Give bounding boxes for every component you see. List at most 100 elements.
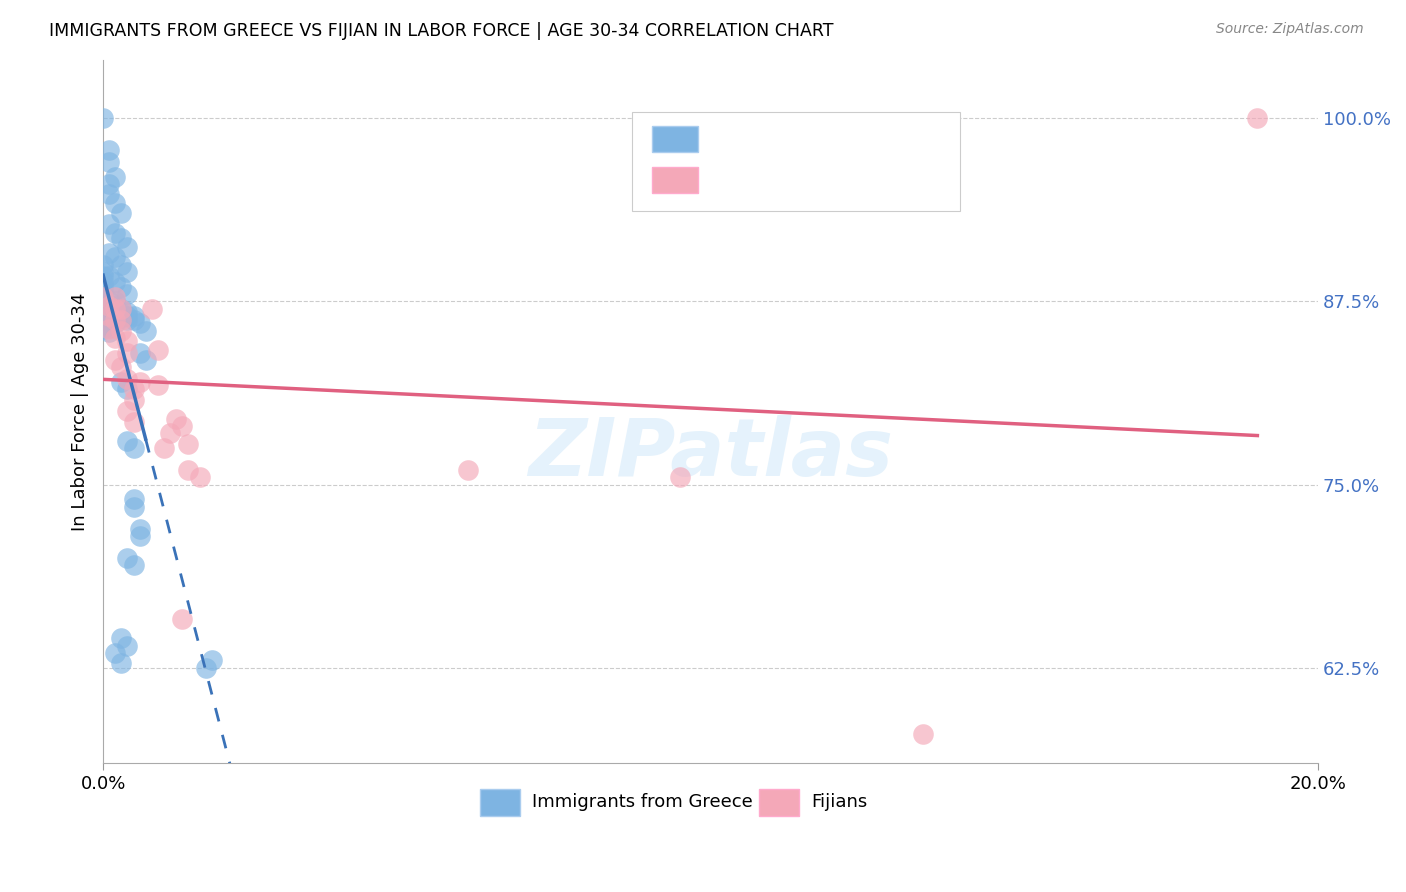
Point: [122, 313, 145, 327]
Point: [91, 284, 114, 298]
Point: [104, 276, 127, 290]
Point: [117, 240, 139, 254]
Text: ZIPatlas: ZIPatlas: [529, 415, 893, 492]
Point: [117, 550, 139, 565]
Point: [91, 297, 114, 311]
Point: [98, 303, 121, 318]
Point: [98, 294, 121, 309]
Point: [98, 144, 121, 158]
Point: [91, 269, 114, 284]
Point: [98, 309, 121, 323]
Point: [104, 312, 127, 326]
Point: [104, 294, 127, 309]
FancyBboxPatch shape: [479, 789, 520, 816]
Point: [110, 306, 132, 320]
Point: [117, 382, 139, 396]
Point: [128, 375, 150, 389]
Point: [98, 269, 121, 284]
Point: [1246, 112, 1268, 126]
Point: [128, 345, 150, 359]
Point: [98, 299, 121, 313]
Point: [122, 392, 145, 407]
Point: [98, 325, 121, 339]
Point: [98, 312, 121, 326]
FancyBboxPatch shape: [759, 789, 800, 816]
Text: N = 22: N = 22: [853, 171, 921, 189]
Point: [104, 301, 127, 316]
Point: [122, 500, 145, 514]
Text: R = 0.435: R = 0.435: [717, 171, 815, 189]
Point: [117, 639, 139, 653]
FancyBboxPatch shape: [652, 167, 699, 194]
Point: [201, 653, 224, 667]
Point: [98, 317, 121, 331]
Point: [128, 522, 150, 536]
Point: [110, 301, 132, 316]
Point: [91, 310, 114, 325]
Point: [91, 306, 114, 320]
Point: [457, 463, 479, 477]
Point: [91, 301, 114, 316]
Y-axis label: In Labor Force | Age 30-34: In Labor Force | Age 30-34: [72, 293, 89, 531]
Point: [110, 231, 132, 245]
Point: [98, 187, 121, 202]
Point: [91, 317, 114, 331]
FancyBboxPatch shape: [652, 126, 699, 153]
Point: [122, 382, 145, 396]
Point: [122, 492, 145, 507]
Point: [91, 112, 114, 126]
Point: [177, 436, 200, 450]
Point: [104, 313, 127, 327]
Point: [104, 646, 127, 660]
Point: [135, 353, 157, 368]
Point: [110, 375, 132, 389]
Text: R = 0.270: R = 0.270: [717, 130, 815, 148]
Point: [110, 324, 132, 338]
Point: [91, 290, 114, 304]
FancyBboxPatch shape: [631, 112, 960, 211]
Point: [117, 334, 139, 348]
Point: [91, 265, 114, 279]
Text: Fijians: Fijians: [811, 794, 868, 812]
Point: [110, 206, 132, 220]
Point: [98, 320, 121, 334]
Point: [98, 217, 121, 231]
Point: [122, 309, 145, 323]
Point: [110, 301, 132, 316]
Point: [135, 324, 157, 338]
Point: [104, 196, 127, 211]
Point: [104, 226, 127, 240]
Point: [117, 287, 139, 301]
Point: [146, 378, 169, 392]
Point: [91, 319, 114, 334]
Text: Immigrants from Greece: Immigrants from Greece: [531, 794, 752, 812]
Point: [669, 470, 692, 484]
Point: [91, 313, 114, 327]
Point: [117, 265, 139, 279]
Point: [188, 470, 211, 484]
Point: [104, 303, 127, 318]
Point: [104, 290, 127, 304]
Point: [117, 404, 139, 418]
Point: [104, 308, 127, 322]
Text: IMMIGRANTS FROM GREECE VS FIJIAN IN LABOR FORCE | AGE 30-34 CORRELATION CHART: IMMIGRANTS FROM GREECE VS FIJIAN IN LABO…: [49, 22, 834, 40]
Point: [104, 317, 127, 331]
Point: [110, 310, 132, 325]
Point: [104, 331, 127, 345]
Point: [104, 299, 127, 313]
Text: Source: ZipAtlas.com: Source: ZipAtlas.com: [1216, 22, 1364, 37]
Point: [117, 372, 139, 386]
Point: [912, 727, 935, 741]
Point: [110, 258, 132, 272]
Point: [117, 309, 139, 323]
Point: [98, 155, 121, 169]
Point: [98, 246, 121, 260]
Point: [91, 322, 114, 336]
Point: [98, 308, 121, 322]
Point: [153, 441, 176, 455]
Point: [117, 345, 139, 359]
Point: [110, 279, 132, 293]
Point: [165, 411, 187, 425]
Point: [104, 169, 127, 184]
Point: [117, 313, 139, 327]
